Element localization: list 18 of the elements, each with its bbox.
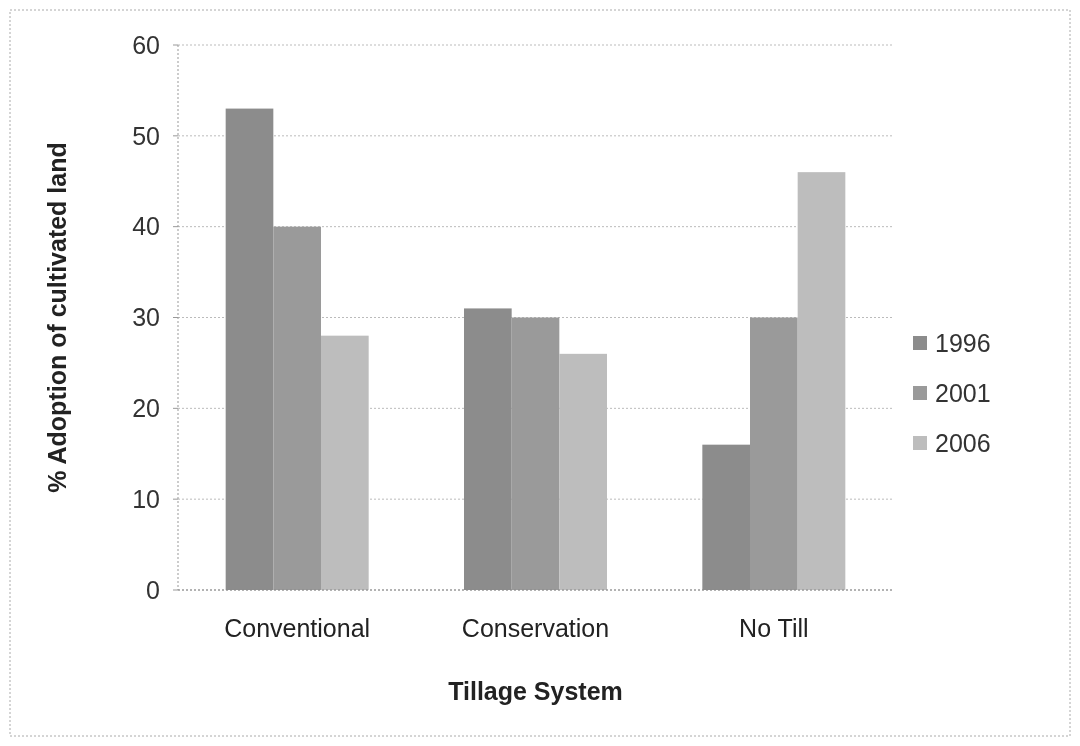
y-tick-label: 10 [132,484,160,513]
y-tick-label: 60 [132,30,160,59]
x-tick-label: Conventional [224,614,371,642]
x-tick-label: Conservation [461,614,610,642]
bar [750,317,798,590]
y-tick-label: 30 [132,303,160,332]
x-tick-label: No Till [739,614,809,642]
y-tick-label: 0 [146,575,160,604]
legend-label: 2006 [935,428,991,457]
bar [511,317,560,590]
y-axis-title: % Adoption of cultivated land [43,142,71,493]
legend-label: 1996 [935,328,991,357]
x-axis-title: Tillage System [448,677,623,705]
bar [273,226,321,590]
y-tick-label: 20 [132,394,160,423]
legend-label: 2001 [935,378,991,407]
y-tick-label: 40 [132,212,160,241]
y-tick-label: 50 [132,121,160,150]
